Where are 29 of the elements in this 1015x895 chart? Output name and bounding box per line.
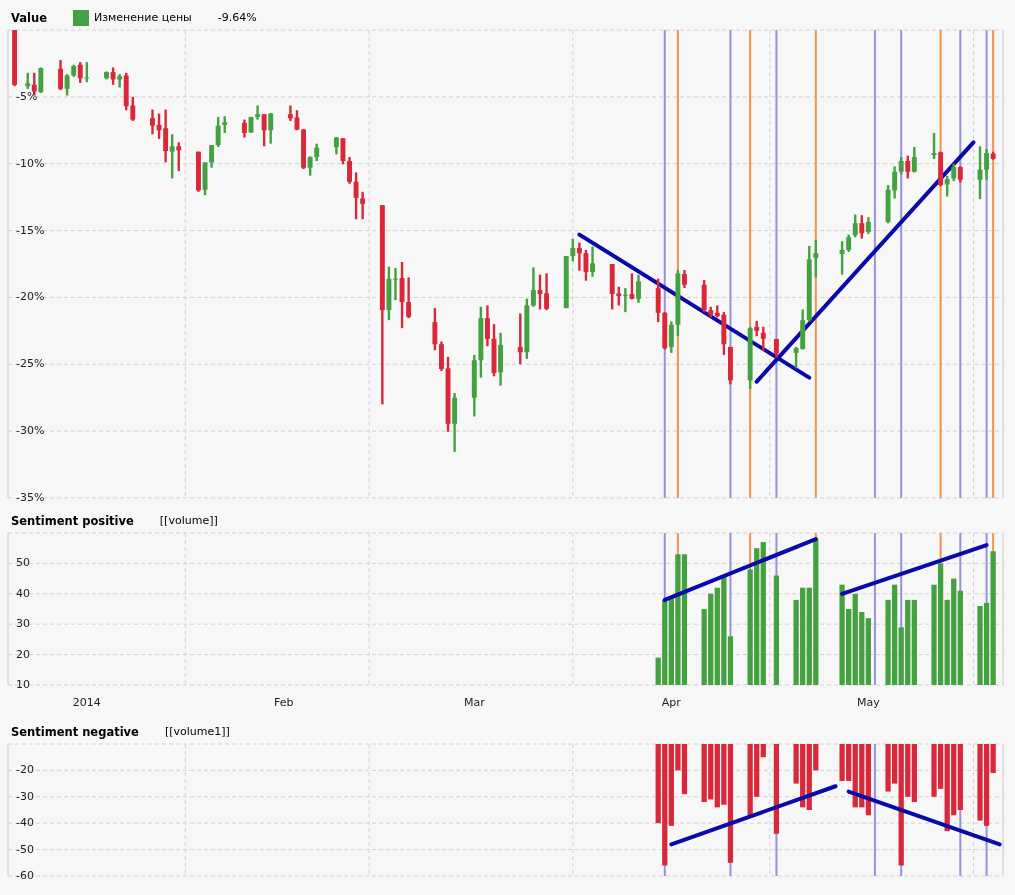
chart-title: Value [11,10,48,25]
y-tick-label: 10 [16,678,30,691]
y-tick-label: 40 [16,586,30,600]
y-tick-label: -35% [16,491,45,504]
y-tick-label: -20 [16,763,34,777]
x-tick-label: 2014 [72,696,101,709]
y-tick-label: -50 [16,842,34,856]
chart-subtitle: [[volume1]] [164,725,230,738]
x-tick-label: Feb [274,696,294,709]
y-tick-label: 30 [16,617,30,631]
y-tick-label: -40 [16,816,34,830]
text: -9.64% [217,11,257,24]
chart-title: Sentiment positive [11,513,135,528]
y-tick-label: -15% [16,223,45,237]
y-tick-label: -10% [16,156,45,170]
chart-title: Sentiment negative [11,724,140,739]
x-tick-label: Apr [661,696,682,709]
y-tick-label: 20 [16,647,30,661]
y-tick-label: -25% [16,357,45,371]
x-tick-label: Mar [463,696,486,709]
y-tick-label: -5% [16,89,38,103]
y-tick-label: -30 [16,789,34,803]
y-tick-label: -20% [16,290,45,304]
x-tick-label: May [856,696,881,709]
y-tick-label: 50 [16,556,30,570]
chart-subtitle: [[volume]] [159,514,218,527]
legend-label: Изменение цены [93,11,192,24]
y-tick-label: -60 [16,869,34,882]
y-tick-label: -30% [16,424,45,438]
